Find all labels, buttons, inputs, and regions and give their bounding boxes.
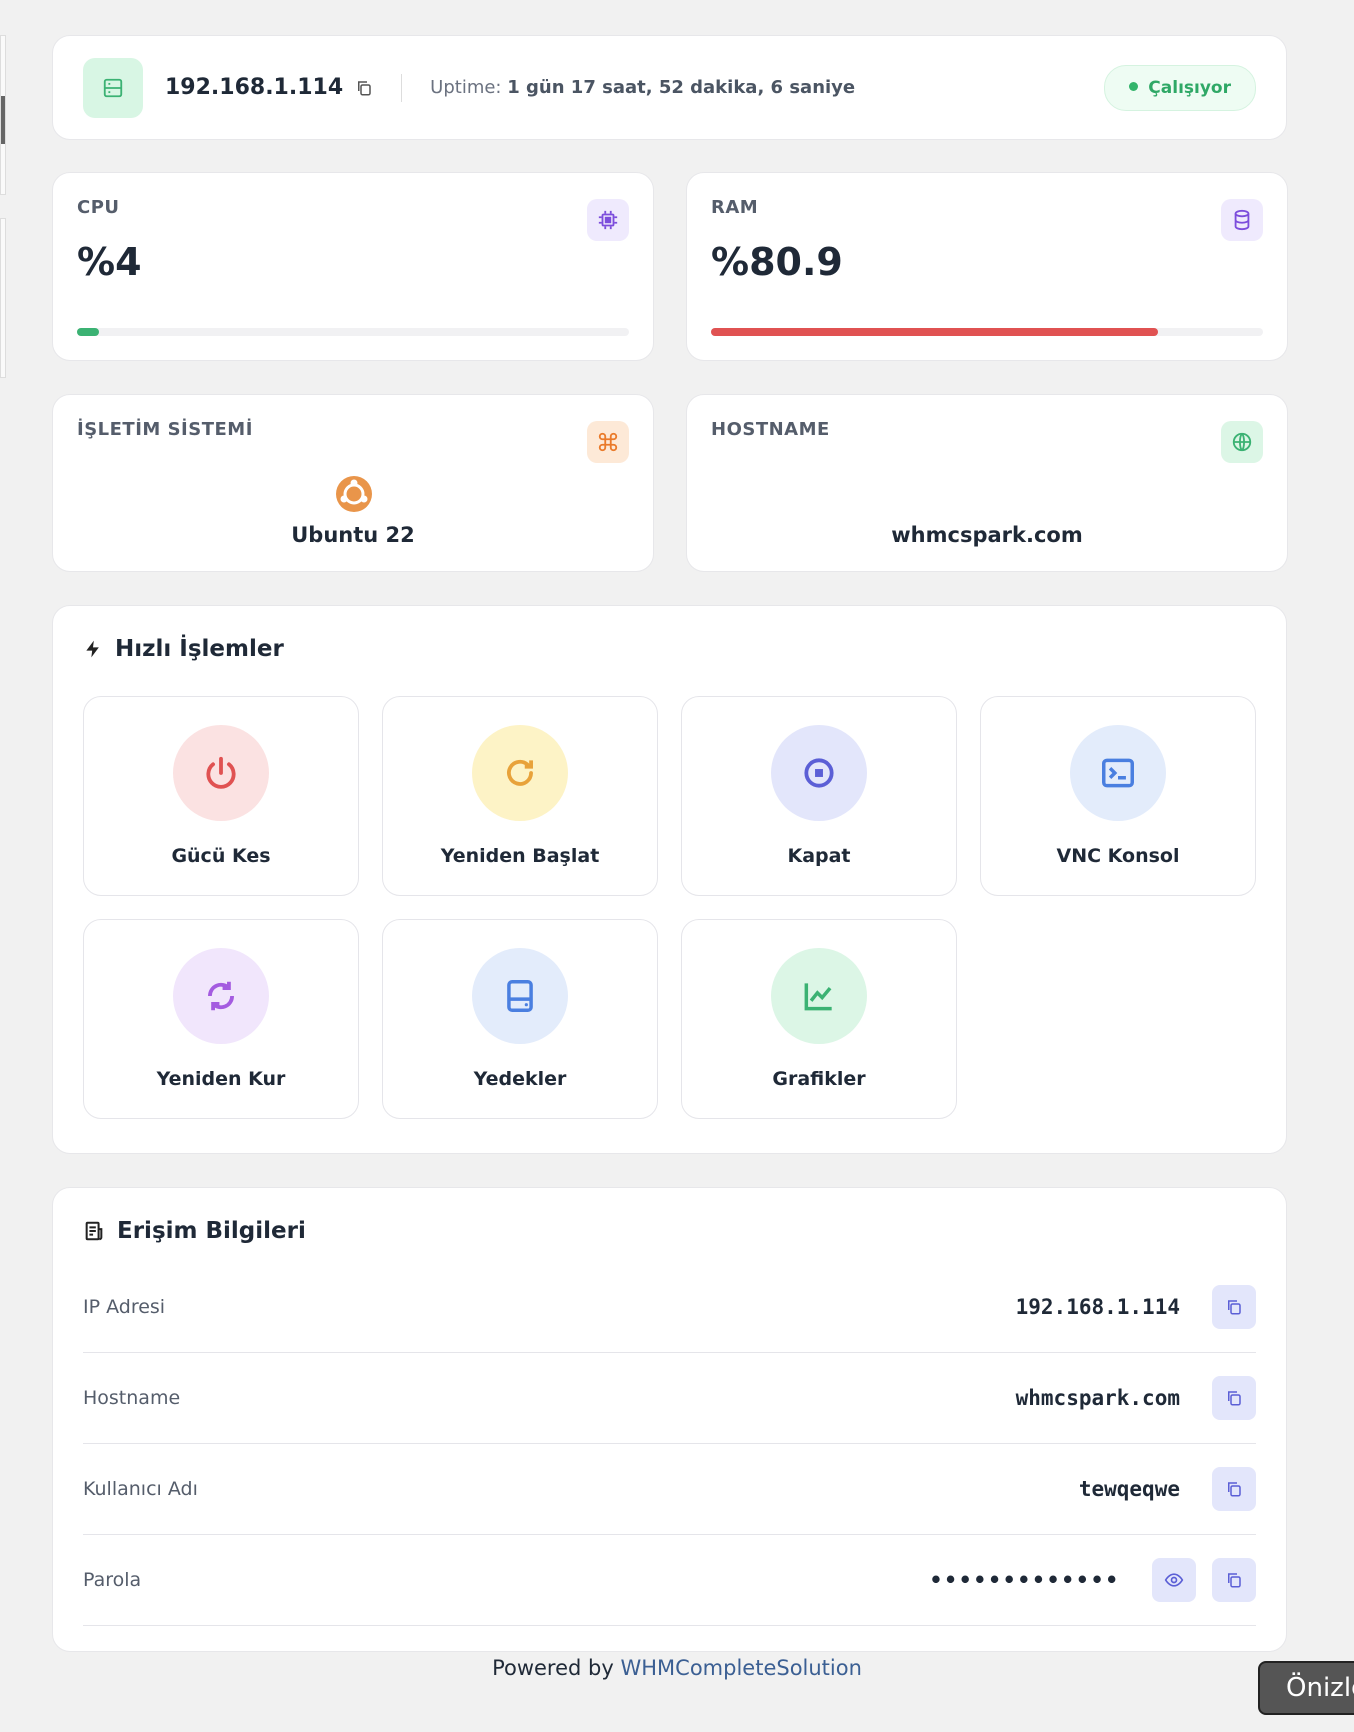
action-button[interactable]: Yeniden Kur	[83, 919, 359, 1119]
action-label: Gücü Kes	[171, 845, 271, 867]
sidebar-edge	[0, 35, 6, 195]
copy-button[interactable]	[1212, 1558, 1256, 1602]
icon	[206, 756, 236, 789]
icon	[1102, 758, 1134, 788]
access-key: Kullanıcı Adı	[83, 1478, 198, 1500]
icon	[804, 758, 834, 788]
action-button[interactable]: Yeniden Başlat	[382, 696, 658, 896]
ram-value: %80.9	[711, 240, 843, 284]
icon	[208, 981, 234, 1011]
icon	[507, 980, 533, 1012]
action-button[interactable]: Yedekler	[382, 919, 658, 1119]
icon	[1164, 1573, 1184, 1587]
access-info: Erişim Bilgileri IP Adresi 192.168.1.114 H…	[52, 1187, 1287, 1652]
icon	[1228, 1482, 1241, 1497]
access-title: Erişim Bilgileri	[117, 1218, 306, 1244]
action-icon	[173, 725, 269, 821]
access-key: Parola	[83, 1569, 142, 1591]
action-button[interactable]: Kapat	[681, 696, 957, 896]
cpu-track	[77, 328, 629, 336]
access-row: Hostname whmcspark.com	[83, 1353, 1256, 1444]
icon	[804, 983, 832, 1011]
icon	[1228, 1573, 1241, 1588]
access-value: •••••••••••••	[929, 1568, 1120, 1592]
action-icon	[472, 948, 568, 1044]
ram-track	[711, 328, 1263, 336]
status-badge: Çalışıyor	[1104, 64, 1256, 111]
quick-actions-heading: Hızlı İşlemler	[83, 636, 1256, 662]
uptime-value: 1 gün 17 saat, 52 dakika, 6 saniye	[507, 77, 856, 98]
quick-actions-title: Hızlı İşlemler	[115, 636, 284, 662]
hostname-label: HOSTNAME	[711, 419, 830, 440]
uptime: Uptime: 1 gün 17 saat, 52 dakika, 6 sani…	[430, 77, 855, 98]
copy-button[interactable]	[1212, 1376, 1256, 1420]
server-header: 192.168.1.114 Uptime: 1 gün 17 saat, 52 …	[52, 35, 1287, 140]
access-row: Parola •••••••••••••	[83, 1535, 1256, 1626]
preview-button[interactable]: Önizle	[1258, 1661, 1354, 1715]
action-button[interactable]: Gücü Kes	[83, 696, 359, 896]
icon	[1228, 1300, 1241, 1315]
uptime-label: Uptime:	[430, 77, 502, 98]
server-icon	[83, 57, 143, 118]
hostname-card: HOSTNAME whmcspark.com	[686, 394, 1288, 572]
reveal-button[interactable]	[1152, 1558, 1196, 1602]
access-row: IP Adresi 192.168.1.114	[83, 1262, 1256, 1353]
cpu-bar	[77, 328, 100, 336]
action-button[interactable]: Grafikler	[681, 919, 957, 1119]
ip-address: 192.168.1.114	[165, 75, 344, 100]
icon	[1228, 1391, 1241, 1406]
action-label: Yedekler	[473, 1068, 567, 1090]
footer-prefix: Powered by	[492, 1656, 614, 1680]
footer-link[interactable]: WHMCompleteSolution	[620, 1656, 862, 1680]
hostname-icon	[1221, 421, 1263, 463]
copy-button[interactable]	[1212, 1467, 1256, 1511]
cpu-card: CPU %4	[52, 172, 654, 361]
separator	[401, 73, 403, 102]
access-value: 192.168.1.114	[1015, 1295, 1180, 1319]
os-card: İŞLETİM SİSTEMİ Ubuntu 22	[52, 394, 654, 572]
access-row: Kullanıcı Adı tewqeqwe	[83, 1444, 1256, 1535]
hostname-value: whmcspark.com	[891, 523, 1083, 547]
action-icon	[173, 948, 269, 1044]
cpu-icon	[587, 199, 629, 241]
access-value: whmcspark.com	[1015, 1386, 1180, 1410]
action-icon	[472, 725, 568, 821]
os-label: İŞLETİM SİSTEMİ	[77, 419, 253, 440]
cpu-label: CPU	[77, 197, 120, 218]
access-rows: IP Adresi 192.168.1.114 Hostname whmcspark.…	[83, 1262, 1256, 1626]
action-button[interactable]: VNC Konsol	[980, 696, 1256, 896]
ram-bar	[711, 328, 1158, 336]
icon	[507, 759, 533, 786]
access-value: tewqeqwe	[1078, 1477, 1180, 1501]
action-icon	[771, 948, 867, 1044]
action-label: Yeniden Kur	[156, 1068, 286, 1090]
copy-icon[interactable]	[355, 79, 373, 97]
ram-label: RAM	[711, 197, 759, 218]
quick-actions: Hızlı İşlemler Gücü Kes Yeniden Başlat Kap…	[52, 605, 1287, 1154]
action-label: Grafikler	[772, 1068, 866, 1090]
action-label: Yeniden Başlat	[440, 845, 600, 867]
action-label: Kapat	[787, 845, 851, 867]
ram-icon	[1221, 199, 1263, 241]
os-badge	[587, 421, 629, 463]
cpu-value: %4	[77, 240, 142, 284]
copy-button[interactable]	[1212, 1285, 1256, 1329]
os-value: Ubuntu 22	[291, 523, 415, 547]
access-key: Hostname	[83, 1387, 181, 1409]
action-icon	[771, 725, 867, 821]
action-icon	[1070, 725, 1166, 821]
sidebar-edge	[0, 218, 6, 378]
ram-card: RAM %80.9	[686, 172, 1288, 361]
access-key: IP Adresi	[83, 1296, 166, 1318]
footer: Powered by WHMCompleteSolution	[0, 1656, 1354, 1680]
action-grid: Gücü Kes Yeniden Başlat Kapat VNC Konsol Yen…	[83, 696, 1256, 1119]
action-label: VNC Konsol	[1056, 845, 1180, 867]
access-heading: Erişim Bilgileri	[83, 1218, 1256, 1244]
ubuntu-logo	[336, 476, 372, 512]
